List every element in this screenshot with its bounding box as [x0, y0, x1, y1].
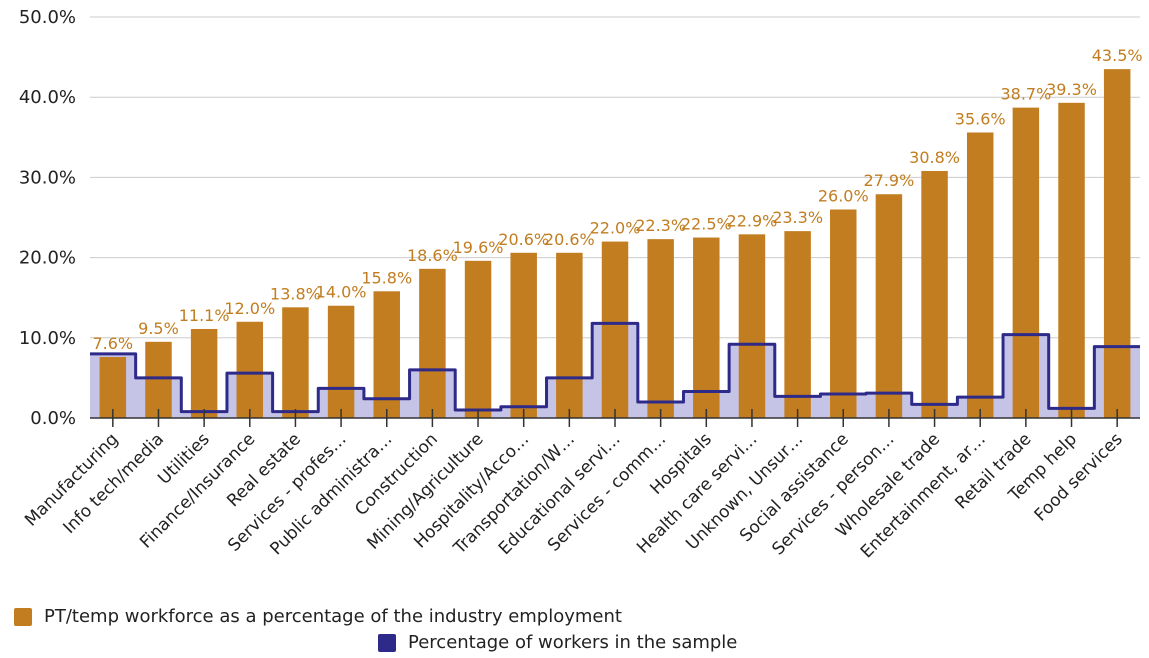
legend-label-bars: PT/temp workforce as a percentage of the… — [44, 606, 622, 627]
data-label: 22.0% — [590, 219, 641, 238]
sample-line — [90, 321, 1140, 414]
data-label: 22.3% — [635, 216, 686, 235]
y-tick-label: 20.0% — [19, 248, 76, 269]
bar — [738, 234, 766, 418]
data-label: 26.0% — [818, 186, 869, 205]
bar — [282, 307, 309, 418]
y-tick-label: 40.0% — [19, 87, 76, 108]
bar — [693, 237, 720, 418]
bar — [510, 252, 537, 418]
bar — [327, 305, 355, 418]
legend-swatch-line — [378, 633, 396, 652]
data-label: 19.6% — [453, 238, 504, 257]
data-label: 30.8% — [909, 148, 960, 167]
y-tick-label: 10.0% — [19, 328, 76, 349]
bar — [875, 194, 903, 418]
data-label: 38.7% — [1000, 85, 1051, 104]
data-label: 35.6% — [955, 109, 1006, 128]
data-label: 12.0% — [224, 299, 275, 318]
bar — [1012, 107, 1040, 418]
bar — [99, 357, 127, 418]
data-label: 23.3% — [772, 208, 823, 227]
bar — [556, 252, 583, 418]
bar — [830, 209, 857, 418]
data-label: 15.8% — [361, 268, 412, 287]
bar — [1058, 102, 1085, 419]
chart-svg: 0.0%10.0%20.0%30.0%40.0%50.0%7.6%Manufac… — [19, 7, 1143, 562]
legend-label-line: Percentage of workers in the sample — [408, 632, 738, 653]
data-label: 27.9% — [863, 171, 914, 190]
legend-item-line[interactable]: Percentage of workers in the sample — [378, 632, 737, 653]
bar — [784, 231, 811, 418]
bar — [145, 341, 172, 418]
bar — [966, 132, 994, 418]
bar — [236, 321, 264, 418]
legend-item-bars[interactable]: PT/temp workforce as a percentage of the… — [14, 606, 622, 627]
data-label: 22.9% — [727, 211, 778, 230]
y-tick-label: 30.0% — [19, 167, 76, 188]
y-tick-label: 0.0% — [30, 408, 76, 429]
bar — [921, 170, 948, 418]
data-label: 13.8% — [270, 284, 321, 303]
y-tick-label: 50.0% — [19, 7, 76, 28]
data-label: 9.5% — [138, 319, 179, 338]
bar — [647, 239, 674, 418]
bar — [419, 268, 446, 418]
data-label: 22.5% — [681, 215, 732, 234]
bar — [464, 260, 492, 418]
data-label: 20.6% — [498, 230, 549, 249]
legend-swatch-bars — [14, 607, 32, 626]
data-label: 11.1% — [179, 306, 230, 325]
bar — [601, 241, 629, 418]
bar — [190, 328, 218, 418]
data-label: 20.6% — [544, 230, 595, 249]
bar — [1103, 69, 1131, 418]
data-label: 18.6% — [407, 246, 458, 265]
data-label: 43.5% — [1092, 46, 1143, 65]
data-label: 39.3% — [1046, 80, 1097, 99]
data-label: 14.0% — [316, 283, 367, 302]
bar — [373, 291, 400, 418]
data-label: 7.6% — [92, 334, 133, 353]
